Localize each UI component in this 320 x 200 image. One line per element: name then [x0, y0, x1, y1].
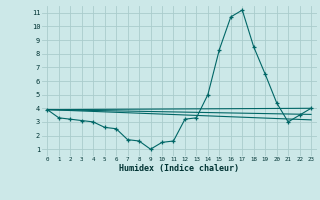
X-axis label: Humidex (Indice chaleur): Humidex (Indice chaleur)	[119, 164, 239, 173]
